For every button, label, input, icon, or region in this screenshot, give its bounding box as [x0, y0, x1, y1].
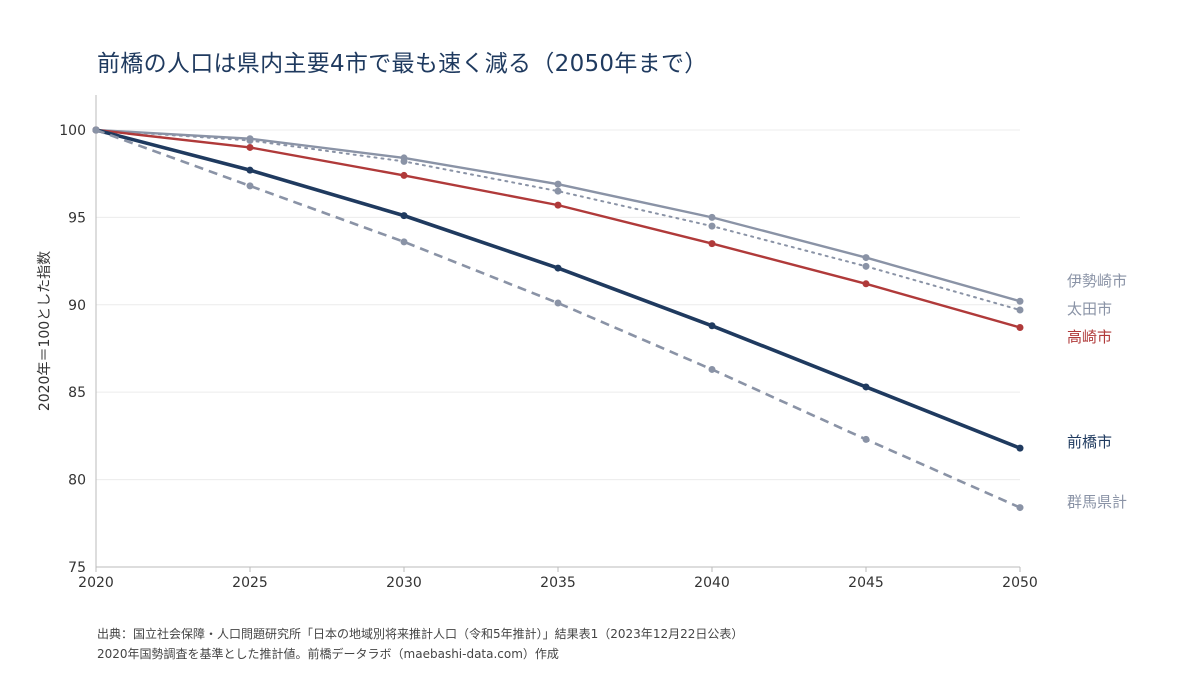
data-point [400, 212, 408, 220]
data-point [554, 201, 562, 209]
data-point [246, 166, 254, 174]
data-point [862, 383, 870, 391]
data-point [708, 365, 716, 373]
x-tick-label: 2040 [694, 575, 730, 591]
data-point [862, 254, 870, 262]
data-point [1016, 297, 1024, 305]
y-axis-label: 2020年＝100とした指数 [37, 251, 53, 411]
data-point [1016, 324, 1024, 332]
data-point [1016, 306, 1024, 314]
y-tick-label: 75 [68, 560, 86, 576]
data-point [400, 238, 408, 246]
data-point [400, 171, 408, 179]
data-point [246, 182, 254, 190]
series-label: 前橋市 [1067, 433, 1112, 451]
x-tick-label: 2045 [848, 575, 884, 591]
data-point [246, 136, 254, 144]
data-point [708, 322, 716, 330]
data-point [92, 126, 100, 134]
data-point [246, 143, 254, 151]
y-tick-label: 95 [68, 210, 86, 226]
y-tick-label: 90 [68, 298, 86, 314]
data-point [554, 264, 562, 272]
data-point [554, 299, 562, 307]
chart-title: 前橋の人口は県内主要4市で最も速く減る（2050年まで） [97, 51, 708, 77]
x-tick-label: 2035 [540, 575, 576, 591]
data-point [862, 280, 870, 288]
data-point [1016, 504, 1024, 512]
data-point [554, 187, 562, 195]
series-label: 高崎市 [1067, 328, 1112, 346]
data-point [708, 240, 716, 248]
y-tick-label: 80 [68, 473, 86, 489]
series-label: 伊勢崎市 [1067, 272, 1127, 290]
x-tick-label: 2030 [386, 575, 422, 591]
series-line [95, 128, 1021, 303]
y-tick-label: 100 [59, 123, 86, 139]
method-note: 2020年国勢調査を基準とした推計値。前橋データラボ（maebashi-data… [97, 647, 559, 661]
data-point [708, 222, 716, 230]
x-tick-label: 2025 [232, 575, 268, 591]
series-line [95, 128, 1021, 312]
source-note: 出典：国立社会保障・人口問題研究所「日本の地域別将来推計人口（令和5年推計）」結… [97, 627, 744, 641]
y-tick-label: 85 [68, 385, 86, 401]
series-label: 群馬県計 [1067, 493, 1127, 511]
data-point [554, 180, 562, 188]
data-point [862, 262, 870, 270]
data-point [708, 213, 716, 221]
data-point [1016, 444, 1024, 452]
data-point [400, 157, 408, 165]
x-tick-label: 2020 [78, 575, 114, 591]
x-tick-label: 2050 [1002, 575, 1038, 591]
data-point [862, 435, 870, 443]
chart-footer: 出典：国立社会保障・人口問題研究所「日本の地域別将来推計人口（令和5年推計）」結… [97, 624, 743, 664]
series-line [95, 128, 1021, 329]
series-label: 太田市 [1067, 300, 1112, 318]
